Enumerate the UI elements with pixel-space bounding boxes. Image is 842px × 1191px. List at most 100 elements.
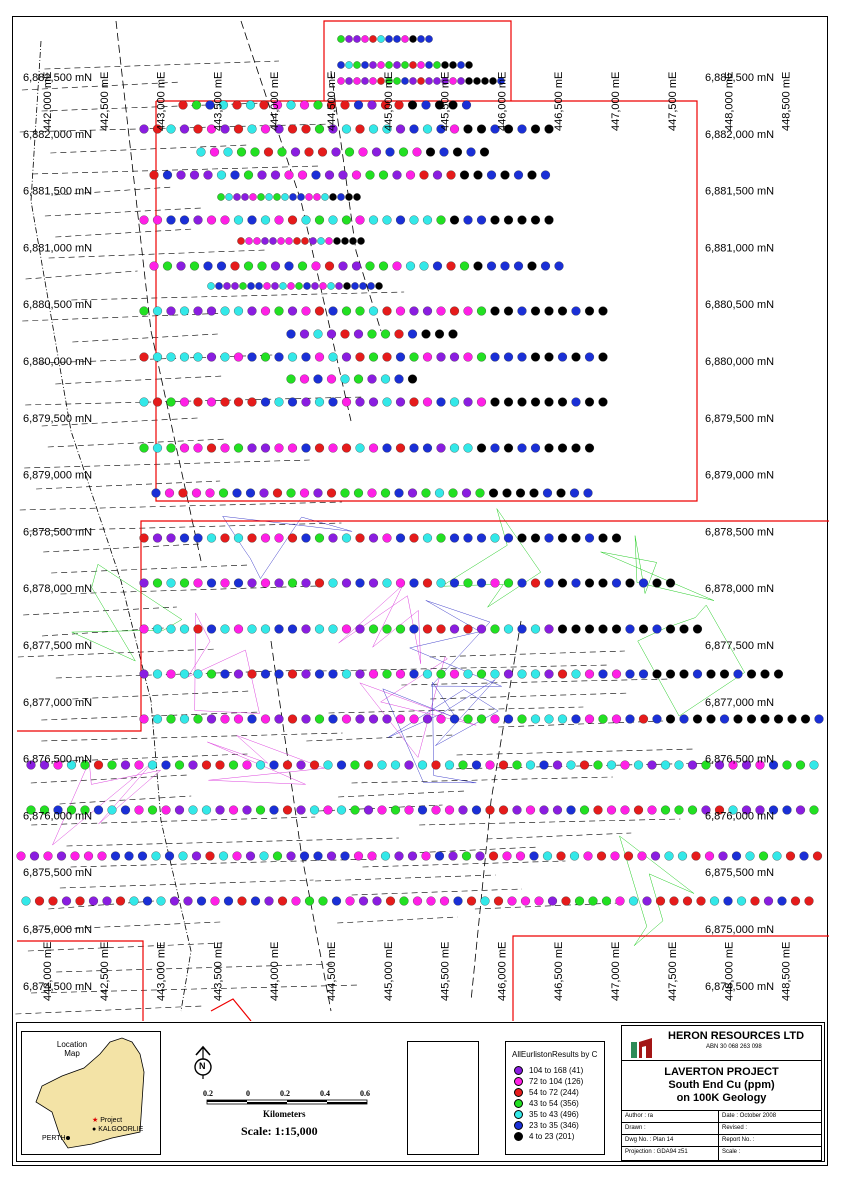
sample-point [299, 374, 310, 384]
sample-point [377, 760, 387, 770]
easting-label-top: 444,500 mE [326, 72, 338, 131]
sample-point [233, 352, 244, 362]
sample-point [453, 896, 463, 906]
legend-label: 43 to 54 (356) [529, 1099, 579, 1108]
sample-point [804, 896, 814, 906]
sample-point [287, 306, 298, 316]
geology-contact-line [72, 333, 218, 343]
geology-map[interactable]: 442,000 mE 442,500 mE 443,000 mE 443,500 mE… [13, 17, 829, 1021]
sample-point [763, 896, 774, 906]
sample-point [149, 261, 159, 271]
sample-point [463, 397, 473, 407]
sample-point [296, 805, 306, 815]
sample-point [152, 578, 163, 588]
sample-point [232, 488, 242, 498]
sample-point [245, 100, 256, 110]
easting-label-bottom: 446,000 mE [496, 942, 508, 1001]
sample-point [385, 147, 395, 157]
sample-point [152, 215, 163, 225]
sample-point [660, 760, 671, 770]
sample-point [26, 805, 36, 815]
sample-point [277, 896, 288, 906]
sample-point [217, 193, 225, 201]
legend-panel: AllEurlistonResults by C 104 to 168 (41)… [505, 1041, 605, 1155]
geology-contact-line [59, 795, 192, 805]
sample-point [297, 170, 308, 180]
sample-point [441, 77, 449, 85]
sample-point [465, 77, 473, 85]
sample-point [425, 35, 433, 43]
sample-point [245, 488, 256, 498]
sample-point [782, 760, 792, 770]
sample-point [407, 374, 418, 384]
sample-point [326, 329, 337, 339]
sample-point [382, 352, 392, 362]
sample-point [151, 851, 161, 861]
sample-point [309, 805, 320, 815]
sample-point [249, 193, 257, 201]
sample-point [336, 805, 347, 815]
sample-point [405, 170, 416, 180]
sample-point [205, 100, 215, 110]
sample-point [439, 147, 449, 157]
sample-point [625, 669, 635, 679]
geology-contact-line [429, 650, 625, 658]
sample-point [241, 193, 249, 201]
legend-label: 23 to 35 (346) [529, 1121, 579, 1130]
sample-point [274, 578, 284, 588]
sample-point [233, 215, 244, 225]
sample-point [326, 374, 337, 384]
sample-point [353, 851, 364, 861]
sample-point [638, 624, 649, 634]
northing-label-right: 6,880,000 mN [705, 356, 774, 368]
geology-contact-line [48, 249, 266, 259]
northing-label-right: 6,874,500 mN [705, 981, 774, 993]
sample-point [166, 352, 176, 362]
sample-point [321, 193, 329, 201]
sample-point [395, 624, 406, 634]
northing-label-left: 6,880,500 mN [23, 299, 92, 311]
geology-contact-line [24, 459, 310, 469]
sample-point [409, 714, 419, 724]
sample-point [328, 624, 338, 634]
sample-point [409, 624, 419, 634]
sample-point [279, 282, 287, 290]
north-arrow [194, 1045, 212, 1079]
sample-point [139, 443, 149, 453]
northing-label-right: 6,875,500 mN [705, 867, 774, 879]
sample-point [569, 851, 580, 861]
sample-point [579, 760, 590, 770]
sample-point [741, 805, 752, 815]
sample-point [201, 760, 212, 770]
sample-point [422, 306, 433, 316]
northing-label-left: 6,879,000 mN [23, 470, 92, 482]
sample-point [282, 805, 293, 815]
sample-point [706, 714, 716, 724]
northing-label-right: 6,877,000 mN [705, 697, 774, 709]
sample-point [355, 624, 365, 634]
geology-contact-line [31, 816, 316, 826]
sample-point [174, 760, 185, 770]
geology-polygon [338, 584, 422, 664]
sample-point [385, 77, 393, 85]
geology-polygon [207, 735, 325, 785]
sample-point [368, 669, 379, 679]
sample-point [206, 443, 217, 453]
sample-point [257, 261, 267, 271]
legend-item: 72 to 104 (126) [514, 1077, 583, 1087]
sample-point [515, 488, 526, 498]
sample-point [196, 147, 206, 157]
sample-point [247, 578, 257, 588]
sample-point [401, 61, 409, 69]
sample-point [459, 261, 470, 271]
sample-point [317, 147, 328, 157]
scale-bar [206, 1099, 368, 1105]
sample-point [269, 760, 279, 770]
sample-point [557, 714, 568, 724]
sample-point [463, 352, 473, 362]
sample-point [367, 282, 375, 290]
sample-point [191, 851, 202, 861]
northing-label-right: 6,875,000 mN [705, 924, 774, 936]
sample-point [66, 760, 77, 770]
sample-point [260, 124, 271, 134]
